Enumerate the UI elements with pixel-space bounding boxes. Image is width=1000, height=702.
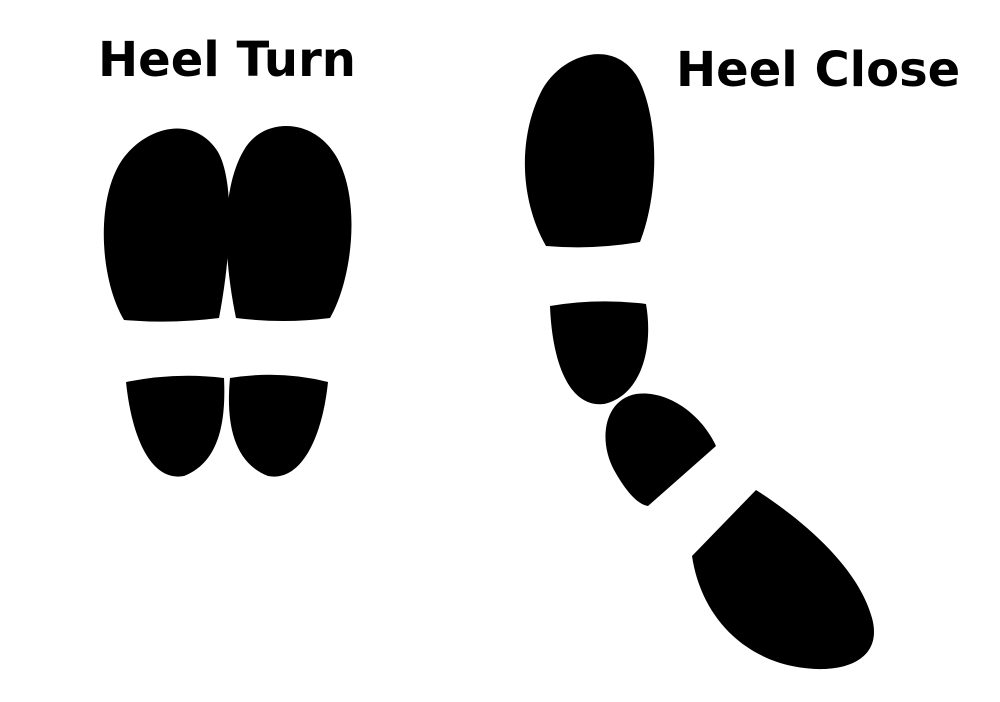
heel-close-footprints [524,54,874,670]
standing-foot-heel [550,301,649,405]
left-foot-sole [103,128,230,322]
heel-close-title: Heel Close [676,42,961,98]
right-foot-heel [228,374,328,477]
heel-turn-title: Heel Turn [98,32,356,88]
moving-foot-sole [692,490,874,670]
moving-foot-heel [605,393,716,506]
heel-turn-footprints [103,125,352,477]
standing-foot-sole [524,54,655,248]
right-foot-sole [226,125,352,322]
left-foot-heel [126,375,225,477]
